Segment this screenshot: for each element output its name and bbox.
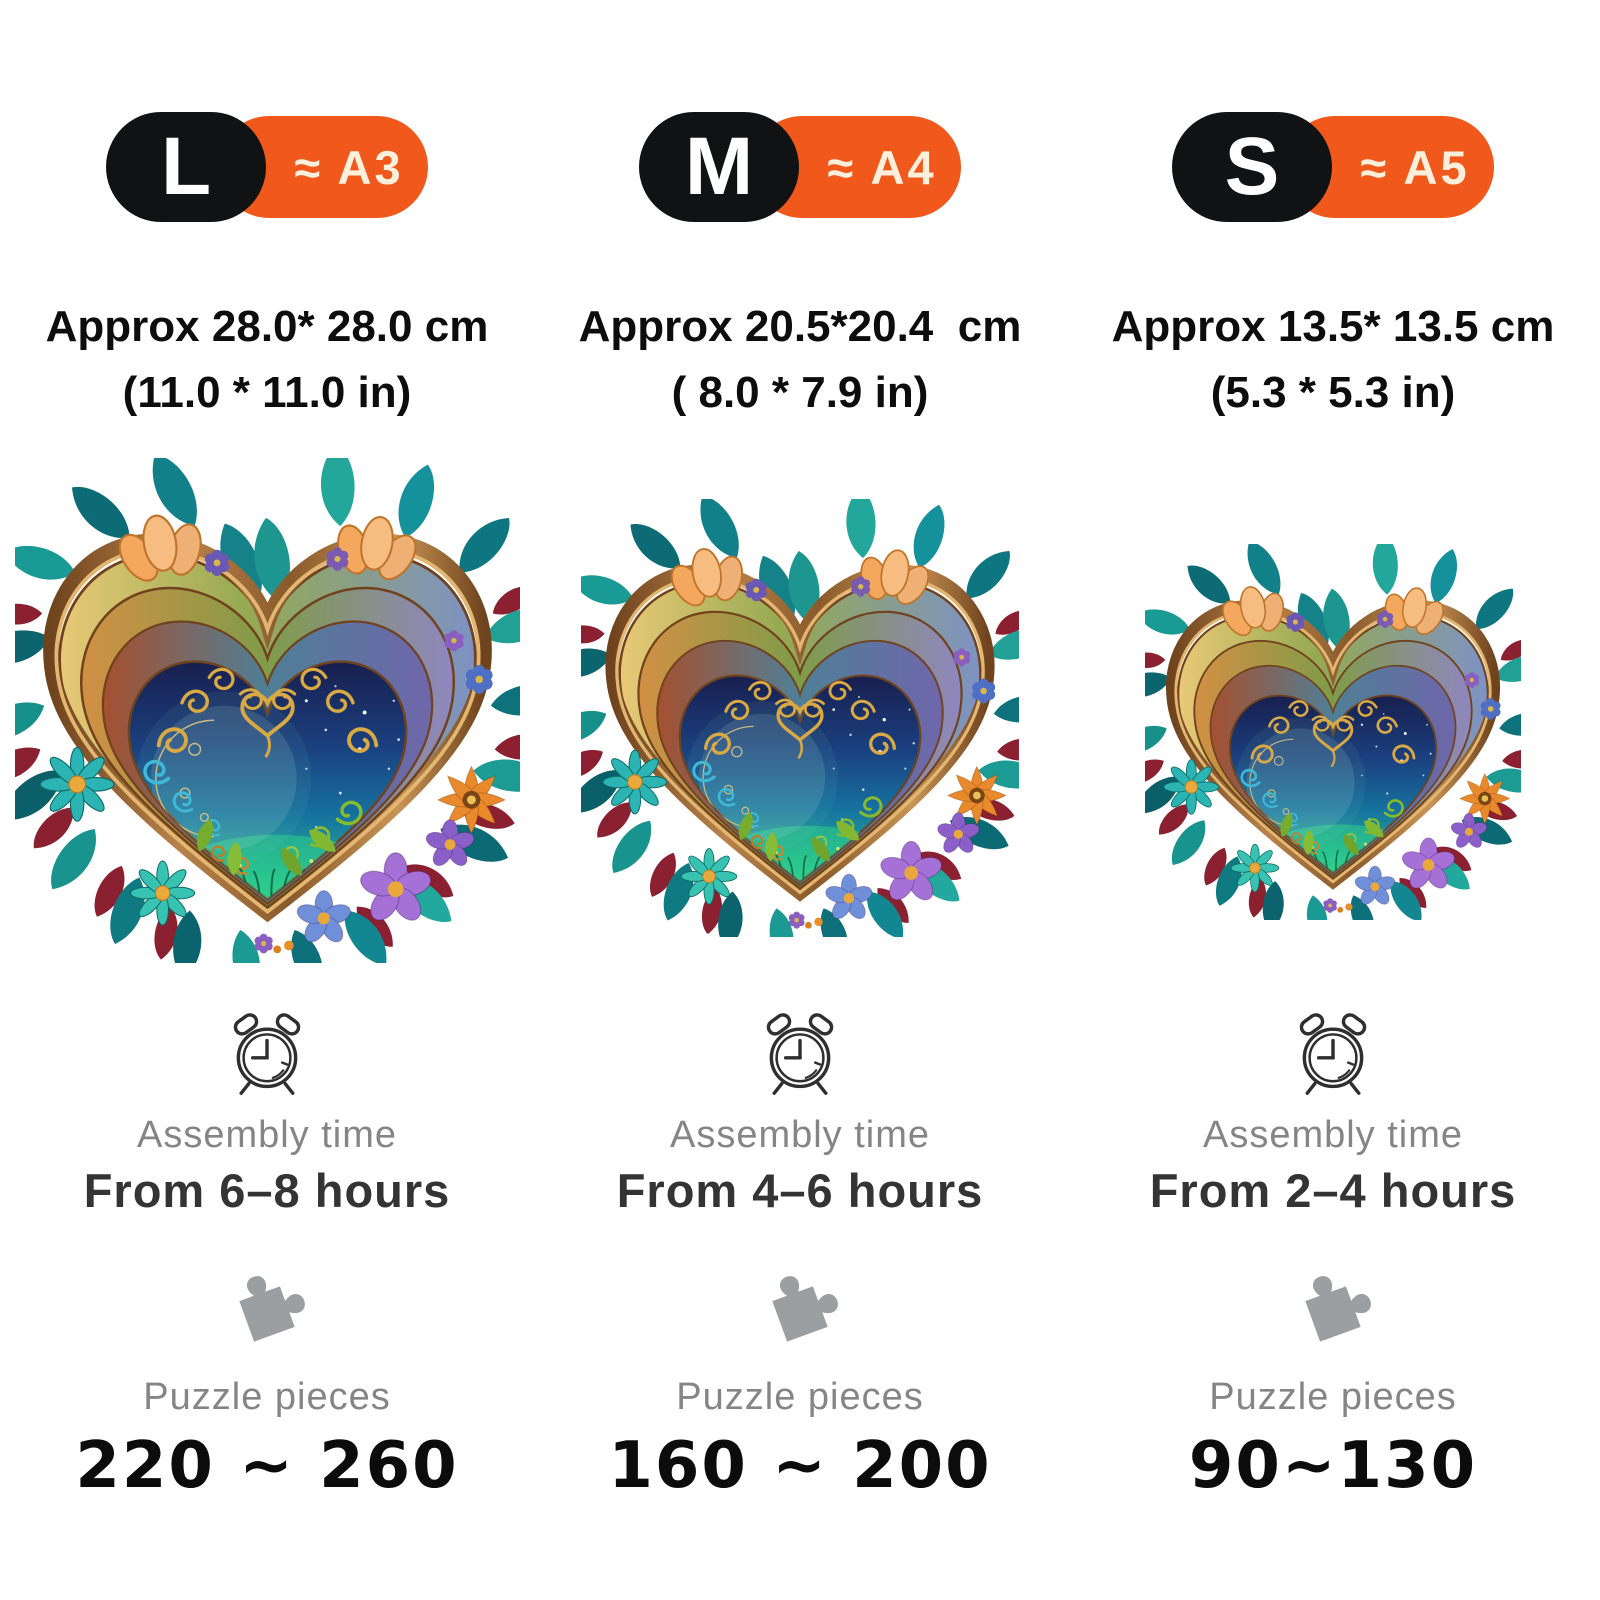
- puzzle-image-wrap: [15, 434, 520, 986]
- assembly-time-label: Assembly time: [136, 1114, 398, 1156]
- dimensions-in: ( 8.0 * 7.9 in): [671, 368, 929, 417]
- dimensions-cm: Approx 28.0* 28.0 cm: [45, 302, 489, 351]
- alarm-clock-icon: [758, 1008, 842, 1100]
- alarm-clock-icon: [225, 1008, 309, 1100]
- paper-size-label: ≈ A3: [294, 140, 404, 194]
- dimensions: Approx 13.5* 13.5 cm (5.3 * 5.3 in): [1112, 294, 1555, 434]
- puzzle-pieces-count: 90~130: [1188, 1429, 1478, 1503]
- size-letter: L: [160, 121, 212, 212]
- assembly-time-value: From 2–4 hours: [1149, 1164, 1517, 1217]
- size-column-medium: ≈ A4 M Approx 20.5*20.4 cm ( 8.0 * 7.9 i…: [534, 0, 1067, 1600]
- size-badge-m: ≈ A4 M: [639, 112, 961, 222]
- puzzle-piece-icon: [1285, 1266, 1381, 1362]
- assembly-time-value: From 6–8 hours: [83, 1164, 451, 1217]
- dimensions-cm: Approx 20.5*20.4 cm: [578, 302, 1022, 351]
- puzzle-image-wrap: [1145, 434, 1521, 986]
- size-badge-s: ≈ A5 S: [1172, 112, 1494, 222]
- puzzle-piece-icon: [752, 1266, 848, 1362]
- heart-puzzle-image: [15, 458, 520, 963]
- badge-black-pill: L: [106, 112, 266, 222]
- size-column-large: ≈ A3 L Approx 28.0* 28.0 cm (11.0 * 11.0…: [1, 0, 534, 1600]
- puzzle-pieces-label: Puzzle pieces: [676, 1376, 924, 1418]
- heart-puzzle-image: [1145, 544, 1521, 920]
- dimensions-cm: Approx 13.5* 13.5 cm: [1111, 302, 1555, 351]
- puzzle-piece-icon: [219, 1266, 315, 1362]
- badge-black-pill: M: [639, 112, 799, 222]
- dimensions: Approx 20.5*20.4 cm ( 8.0 * 7.9 in): [579, 294, 1022, 434]
- puzzle-pieces-label: Puzzle pieces: [143, 1376, 391, 1418]
- puzzle-pieces-count: 220 ~ 260: [75, 1429, 459, 1503]
- size-letter: S: [1224, 121, 1280, 212]
- size-badge-l: ≈ A3 L: [106, 112, 428, 222]
- paper-size-label: ≈ A5: [1360, 140, 1470, 194]
- assembly-time-value: From 4–6 hours: [616, 1164, 984, 1217]
- paper-size-label: ≈ A4: [827, 140, 937, 194]
- puzzle-pieces-count: 160 ~ 200: [608, 1429, 992, 1503]
- assembly-time-label: Assembly time: [669, 1114, 931, 1156]
- alarm-clock-icon: [1291, 1008, 1375, 1100]
- dimensions-in: (11.0 * 11.0 in): [122, 368, 412, 417]
- size-column-small: ≈ A5 S Approx 13.5* 13.5 cm (5.3 * 5.3 i…: [1067, 0, 1600, 1600]
- heart-puzzle-image: [581, 499, 1019, 937]
- size-letter: M: [684, 121, 754, 212]
- dimensions: Approx 28.0* 28.0 cm (11.0 * 11.0 in): [46, 294, 489, 434]
- puzzle-image-wrap: [581, 434, 1019, 986]
- puzzle-pieces-label: Puzzle pieces: [1209, 1376, 1457, 1418]
- dimensions-in: (5.3 * 5.3 in): [1210, 368, 1456, 417]
- badge-black-pill: S: [1172, 112, 1332, 222]
- assembly-time-label: Assembly time: [1202, 1114, 1464, 1156]
